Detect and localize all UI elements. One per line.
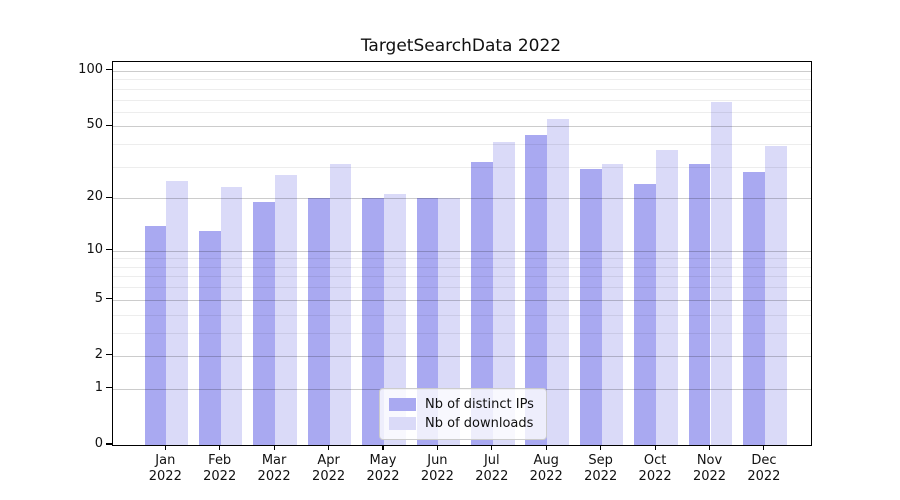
major-gridline [113,70,811,72]
y-tick-label: 2 [94,346,103,362]
bar-distinct-ips [198,231,221,445]
bar-downloads [329,164,352,445]
legend-item-downloads: Nb of downloads [389,414,537,433]
y-tick-label: 1 [94,379,103,395]
plot-area [112,61,812,446]
y-tick-mark [105,249,112,251]
bar-distinct-ips [416,198,439,445]
major-gridline [113,250,811,252]
minor-gridline [113,166,811,168]
bar-distinct-ips [471,161,493,445]
minor-gridline [113,287,811,289]
bar-downloads [166,180,189,445]
bar-downloads [547,118,569,445]
x-tick-mark [600,445,602,451]
x-tick-mark [382,445,384,451]
legend-swatch-downloads [389,417,416,430]
bar-distinct-ips [307,198,330,445]
y-tick-mark [105,298,112,300]
bar-downloads [656,150,678,445]
x-tick-mark [545,445,547,451]
x-tick-label: May 2022 [366,453,400,484]
x-tick-mark [654,445,656,451]
major-gridline [113,355,811,357]
major-gridline [113,198,811,200]
minor-gridline [113,332,811,334]
minor-gridline [113,99,811,101]
bar-downloads [710,101,733,445]
legend-swatch-distinct-ips [389,398,416,411]
y-tick-label: 0 [94,436,103,451]
y-tick-mark [105,196,112,198]
x-tick-label: Jun 2022 [420,453,454,484]
minor-gridline [113,111,811,113]
x-tick-mark [763,445,765,451]
chart-title: TargetSearchData 2022 [360,36,562,56]
x-tick-label: Oct 2022 [638,453,672,484]
bar-downloads [492,142,515,445]
y-tick-label: 5 [94,290,103,306]
bar-downloads [220,187,243,445]
y-tick-mark [105,387,112,389]
bar-distinct-ips [579,169,602,445]
minor-gridline [113,258,811,260]
minor-gridline [113,79,811,81]
y-tick-label: 100 [78,61,103,77]
bar-downloads [601,164,624,445]
x-tick-label: Feb 2022 [203,453,237,484]
bar-distinct-ips [688,164,711,445]
y-tick-label: 20 [86,189,103,205]
y-tick-mark [105,354,112,356]
bar-downloads [438,198,461,445]
minor-gridline [113,144,811,145]
x-tick-label: Nov 2022 [692,453,727,484]
y-tick-mark [105,124,112,126]
bar-distinct-ips [362,198,384,445]
y-tick-mark [105,443,112,445]
bar-distinct-ips [743,172,765,445]
bar-downloads [384,194,406,445]
bar-distinct-ips [525,134,548,445]
x-tick-label: Mar 2022 [257,453,291,484]
x-tick-label: Dec 2022 [747,453,781,484]
y-tick-label: 10 [86,241,103,257]
x-tick-mark [708,445,711,451]
x-tick-label: Aug 2022 [529,453,563,484]
major-gridline [113,126,811,128]
bar-distinct-ips [634,184,657,445]
minor-gridline [113,314,811,316]
x-tick-label: Sep 2022 [584,453,618,484]
major-gridline [113,299,811,301]
minor-gridline [113,88,811,90]
x-tick-label: Apr 2022 [312,453,346,484]
x-tick-mark [328,445,330,451]
minor-gridline [113,266,811,268]
x-tick-mark [164,445,166,451]
x-tick-mark [436,445,438,451]
legend-label-downloads: Nb of downloads [425,416,534,431]
legend-item-distinct-ips: Nb of distinct IPs [389,395,537,414]
x-tick-mark [219,445,221,451]
y-tick-mark [105,69,112,71]
x-tick-mark [491,445,493,451]
legend: Nb of distinct IPs Nb of downloads [379,388,547,440]
x-tick-label: Jul 2022 [475,453,509,484]
x-tick-mark [273,445,275,451]
y-tick-label: 50 [86,117,103,133]
bar-downloads [275,174,297,445]
bar-distinct-ips [253,202,276,445]
bar-distinct-ips [144,225,167,445]
legend-label-distinct-ips: Nb of distinct IPs [425,397,534,412]
bar-downloads [764,146,787,445]
minor-gridline [113,276,811,278]
x-tick-label: Jan 2022 [148,453,182,484]
